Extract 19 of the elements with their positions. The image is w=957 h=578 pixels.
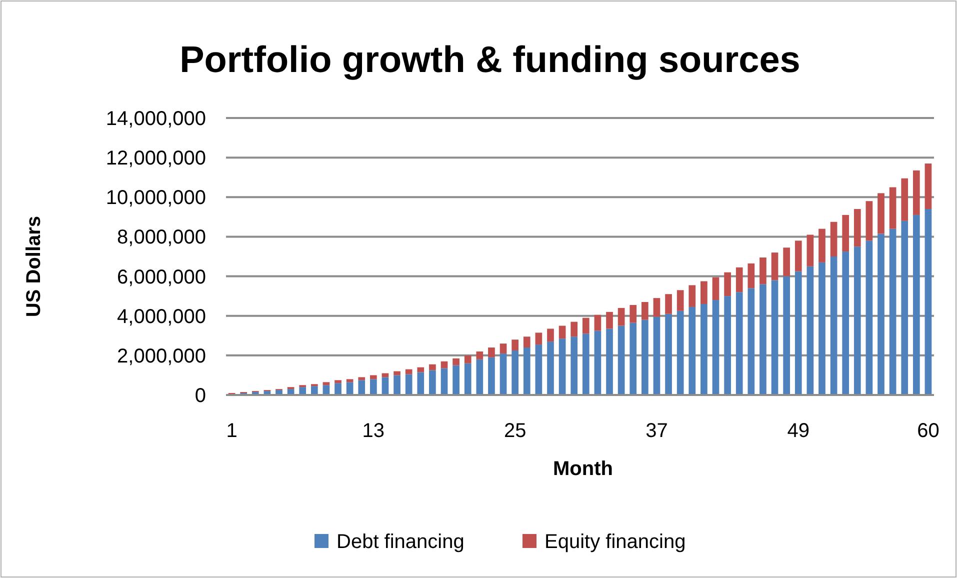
x-axis-title: Month (553, 458, 613, 480)
chart-title: Portfolio growth & funding sources (180, 39, 800, 80)
x-tick-label: 60 (917, 420, 940, 442)
x-tick-label: 49 (787, 420, 810, 442)
legend-label: Debt financing (336, 531, 464, 553)
y-tick-label: 0 (194, 385, 206, 407)
y-tick-label: 2,000,000 (117, 345, 206, 368)
legend-label: Equity financing (544, 531, 686, 553)
y-tick-label: 6,000,000 (117, 266, 206, 288)
y-axis-title: US Dollars (23, 216, 45, 318)
y-tick-label: 12,000,000 (106, 148, 206, 170)
y-tick-label: 8,000,000 (117, 226, 206, 249)
y-tick-label: 10,000,000 (106, 187, 206, 210)
y-tick-label: 14,000,000 (106, 108, 206, 130)
x-tick-label: 1 (226, 420, 238, 442)
x-tick-label: 25 (504, 420, 526, 442)
y-tick-label: 4,000,000 (117, 306, 206, 328)
x-tick-label: 37 (646, 420, 668, 442)
x-tick-label: 13 (362, 420, 385, 442)
